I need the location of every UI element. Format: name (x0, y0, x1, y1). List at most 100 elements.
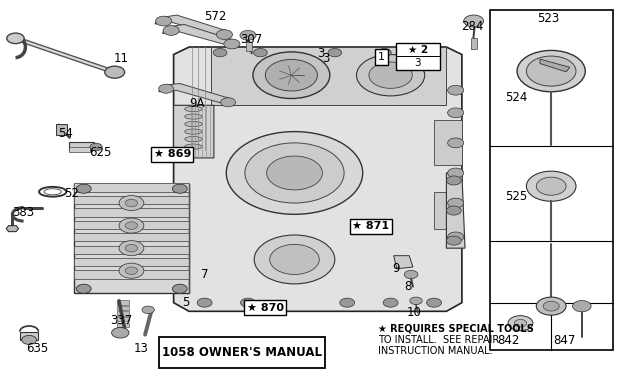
Polygon shape (446, 173, 465, 248)
Circle shape (446, 176, 461, 185)
Bar (117, 311, 129, 316)
Circle shape (369, 62, 412, 88)
Circle shape (508, 316, 533, 331)
Text: 1058 OWNER'S MANUAL: 1058 OWNER'S MANUAL (162, 346, 322, 359)
Circle shape (464, 15, 484, 27)
Circle shape (340, 298, 355, 307)
Circle shape (119, 218, 144, 233)
Circle shape (105, 66, 125, 78)
Circle shape (159, 84, 174, 93)
Polygon shape (20, 332, 38, 340)
Text: 307: 307 (240, 33, 262, 46)
Polygon shape (74, 184, 189, 293)
Circle shape (448, 138, 464, 148)
Ellipse shape (185, 114, 202, 119)
Text: ★ 870: ★ 870 (247, 303, 284, 312)
Circle shape (22, 335, 37, 344)
Text: 3: 3 (322, 52, 329, 65)
Text: ★ 871: ★ 871 (352, 221, 389, 231)
Circle shape (156, 16, 172, 26)
Circle shape (270, 244, 319, 274)
Polygon shape (394, 256, 413, 269)
Circle shape (536, 297, 566, 315)
Circle shape (517, 50, 585, 92)
Ellipse shape (185, 106, 202, 112)
Circle shape (125, 267, 138, 274)
Circle shape (216, 30, 232, 39)
Circle shape (265, 59, 317, 91)
Text: 572: 572 (205, 10, 227, 23)
Text: 5: 5 (182, 296, 190, 309)
Polygon shape (155, 15, 229, 38)
Ellipse shape (185, 129, 202, 134)
Text: ★ 2: ★ 2 (408, 45, 428, 55)
Circle shape (241, 298, 255, 307)
Polygon shape (174, 105, 189, 120)
Text: 8: 8 (404, 280, 412, 293)
Text: 337: 337 (110, 314, 132, 327)
Bar (471, 38, 477, 49)
Circle shape (536, 177, 566, 195)
Polygon shape (434, 120, 462, 165)
Text: 847: 847 (553, 334, 575, 347)
Bar (246, 42, 252, 51)
Polygon shape (174, 135, 189, 150)
Polygon shape (174, 47, 462, 311)
Circle shape (163, 26, 179, 35)
Circle shape (267, 156, 322, 190)
Bar (74, 246, 189, 254)
Bar (396, 43, 440, 70)
Text: 7: 7 (201, 268, 208, 281)
Circle shape (448, 198, 464, 208)
Text: 3: 3 (317, 47, 325, 60)
Circle shape (125, 199, 138, 207)
Polygon shape (434, 192, 462, 229)
Circle shape (221, 98, 236, 107)
Circle shape (421, 49, 435, 57)
Text: 10: 10 (407, 306, 422, 319)
Text: 523: 523 (538, 12, 560, 24)
Circle shape (119, 263, 144, 278)
Text: 842: 842 (497, 334, 520, 347)
Bar (117, 323, 129, 327)
Text: eReplacementParts.com: eReplacementParts.com (161, 180, 348, 196)
Text: 383: 383 (12, 206, 35, 218)
Text: INSTRUCTION MANUAL.: INSTRUCTION MANUAL. (378, 346, 493, 356)
Circle shape (573, 300, 591, 312)
Circle shape (125, 244, 138, 252)
Circle shape (7, 33, 24, 44)
Bar (159, 337, 325, 368)
Text: ★ REQUIRES SPECIAL TOOLS: ★ REQUIRES SPECIAL TOOLS (378, 324, 534, 334)
Ellipse shape (185, 136, 202, 142)
Bar (74, 183, 189, 192)
Text: 1: 1 (378, 52, 385, 62)
Circle shape (90, 143, 102, 151)
Circle shape (448, 168, 464, 178)
Bar (117, 300, 129, 305)
Bar (74, 233, 189, 241)
Circle shape (448, 232, 464, 242)
Circle shape (526, 56, 576, 86)
Polygon shape (6, 226, 19, 232)
Text: 3: 3 (415, 58, 421, 68)
Bar (74, 208, 189, 217)
Polygon shape (69, 142, 94, 150)
Polygon shape (211, 47, 446, 105)
Polygon shape (162, 24, 237, 47)
Circle shape (356, 55, 425, 96)
Circle shape (543, 301, 559, 311)
Text: 635: 635 (26, 343, 48, 355)
Circle shape (446, 206, 461, 215)
Circle shape (254, 49, 267, 57)
Circle shape (410, 297, 422, 305)
Bar (490, 10, 613, 350)
Text: TO INSTALL.  SEE REPAIR: TO INSTALL. SEE REPAIR (378, 335, 500, 345)
Text: 284: 284 (461, 20, 484, 33)
Circle shape (119, 196, 144, 211)
Circle shape (76, 284, 91, 293)
Circle shape (404, 270, 418, 279)
Text: 54: 54 (58, 127, 73, 140)
Bar (74, 196, 189, 204)
Bar (56, 124, 67, 135)
Circle shape (526, 171, 576, 201)
